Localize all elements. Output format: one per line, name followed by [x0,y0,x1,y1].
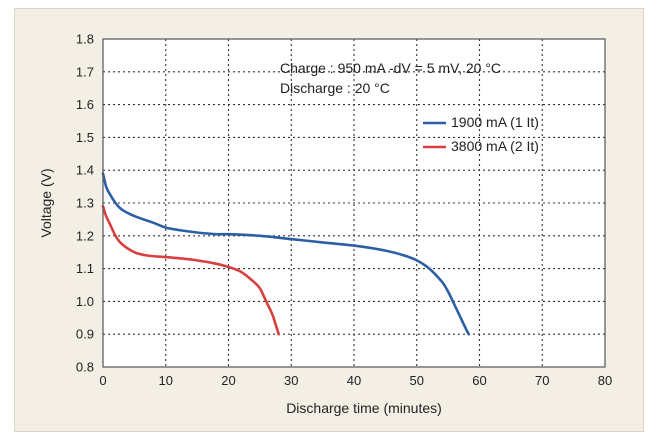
x-tick-label: 0 [99,373,106,388]
plot-frame [102,38,606,368]
y-tick-label: 1.7 [76,64,94,79]
grid-lines [103,39,605,367]
x-tick-label: 10 [159,373,173,388]
annotation-charge: Charge : 950 mA -dV = 5 mV, 20 °C [280,60,501,76]
x-tick-label: 20 [221,373,235,388]
y-tick-label: 1.0 [76,294,94,309]
y-tick-label: 1.8 [76,32,94,47]
x-tick-label: 80 [598,373,612,388]
axis-ticks: 0 10 20 30 40 50 60 70 80 0.8 0.9 1.0 1.1 1.2 1.3 1.4 1.… [76,32,612,389]
y-axis-title: Voltage (V) [38,168,54,237]
y-tick-label: 1.6 [76,97,94,112]
y-tick-label: 0.9 [76,327,94,342]
x-tick-label: 40 [347,373,361,388]
series-line-3800ma [101,205,280,336]
y-tick-label: 1.5 [76,130,94,145]
x-tick-label: 70 [535,373,549,388]
y-tick-label: 1.3 [76,196,94,211]
y-tick-label: 1.2 [76,228,94,243]
y-tick-label: 0.8 [76,360,94,375]
x-axis-title: Discharge time (minutes) [286,400,442,416]
legend: 1900 mA (1 It) 3800 mA (2 It) [423,114,539,154]
y-tick-label: 1.4 [76,163,94,178]
series-line-1900ma [101,172,471,336]
y-tick-label: 1.1 [76,261,94,276]
data-series [101,172,471,336]
chart-figure: 0 10 20 30 40 50 60 70 80 0.8 0.9 1.0 1.1 1.2 1.3 1.4 1.… [14,8,644,432]
annotation-discharge: Discharge : 20 °C [280,80,390,96]
x-tick-label: 30 [284,373,298,388]
x-tick-label: 60 [472,373,486,388]
legend-label-3800ma: 3800 mA (2 It) [451,138,539,154]
legend-label-1900ma: 1900 mA (1 It) [451,114,539,130]
x-tick-label: 50 [410,373,424,388]
voltage-discharge-chart: 0 10 20 30 40 50 60 70 80 0.8 0.9 1.0 1.1 1.2 1.3 1.4 1.… [38,32,612,417]
